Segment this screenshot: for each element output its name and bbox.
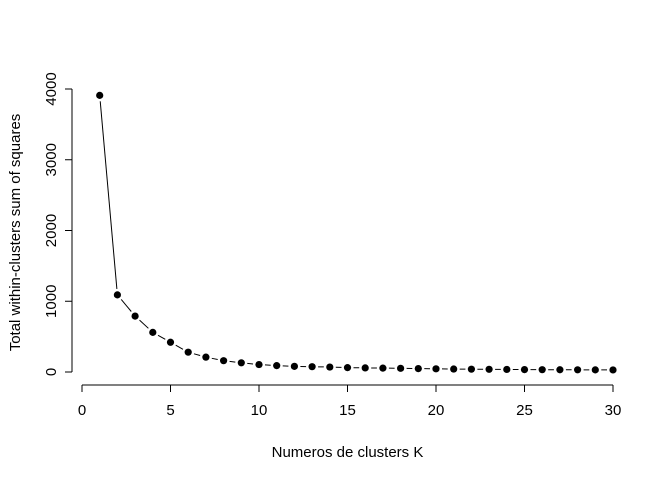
- data-point: [343, 364, 352, 372]
- data-point: [450, 365, 458, 373]
- x-axis-title: Numeros de clusters K: [272, 444, 424, 461]
- data-point: [255, 360, 263, 369]
- data-point: [220, 357, 228, 365]
- data-point: [184, 348, 192, 356]
- series-line-segment: [157, 334, 166, 340]
- x-tick-label: 30: [605, 402, 622, 419]
- data-point: [96, 91, 104, 99]
- data-point: [326, 363, 334, 371]
- data-point: [503, 365, 511, 374]
- data-point: [397, 364, 405, 372]
- y-tick-label: 1000: [43, 285, 60, 318]
- y-tick-label: 0: [43, 368, 60, 376]
- data-point: [379, 364, 387, 372]
- data-point: [202, 353, 210, 361]
- series-line-segment: [193, 353, 201, 357]
- x-tick-label: 20: [428, 402, 445, 419]
- series-line-segment: [247, 362, 254, 365]
- series-line-segment: [175, 344, 184, 350]
- data-point: [574, 366, 582, 374]
- x-tick-label: 0: [78, 402, 86, 419]
- data-point: [467, 365, 475, 373]
- data-point: [237, 359, 245, 367]
- data-point: [432, 365, 440, 373]
- data-point: [308, 363, 316, 371]
- data-point: [414, 365, 422, 373]
- data-point: [591, 366, 599, 374]
- y-ticks: 0 1000 2000 3000 4000: [43, 72, 72, 376]
- data-point: [273, 362, 281, 370]
- axes: 0 5 10 15 20 25 30 0 1000 2000 3000 4000: [43, 72, 621, 419]
- data-point: [149, 328, 157, 336]
- data-point: [361, 364, 369, 372]
- y-tick-label: 2000: [43, 214, 60, 247]
- data-point: [166, 338, 175, 346]
- y-tick-label: 3000: [43, 143, 60, 176]
- data-point: [290, 362, 298, 370]
- series-lines: [99, 101, 608, 371]
- data-point: [485, 365, 493, 373]
- series-points: [96, 91, 617, 374]
- data-point: [538, 366, 546, 374]
- series-line-segment: [139, 319, 149, 329]
- data-point: [520, 365, 529, 374]
- data-point: [131, 312, 139, 320]
- x-tick-label: 10: [251, 402, 268, 419]
- series-line-segment: [229, 360, 236, 363]
- x-ticks: 0 5 10 15 20 25 30: [78, 385, 622, 419]
- x-tick-label: 15: [339, 402, 356, 419]
- data-point: [556, 366, 564, 374]
- x-tick-label: 25: [516, 402, 533, 419]
- series-line-segment: [99, 101, 118, 289]
- data-point: [113, 291, 121, 299]
- y-axis-title: Total within-clusters sum of squares: [7, 114, 24, 352]
- data-point: [609, 366, 617, 374]
- y-tick-label: 4000: [43, 72, 60, 105]
- x-tick-label: 5: [166, 402, 174, 419]
- series-line-segment: [211, 357, 218, 360]
- series-line-segment: [120, 299, 132, 312]
